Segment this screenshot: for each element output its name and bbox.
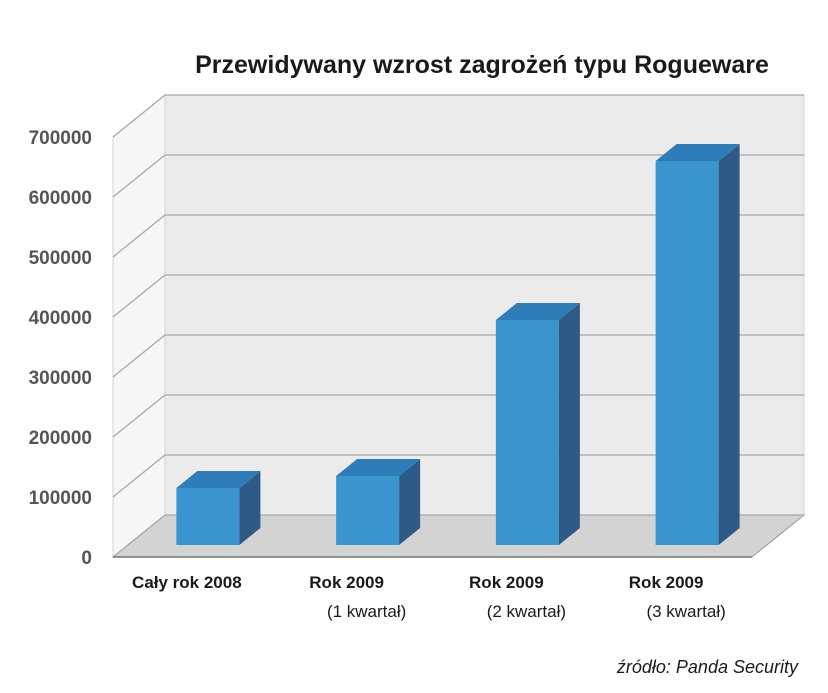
bar [655, 161, 719, 545]
bar-top [176, 471, 261, 488]
bar-side [399, 459, 421, 545]
bar-top [655, 144, 740, 161]
x-category-label: Rok 2009 [469, 573, 544, 592]
y-tick-label: 300000 [29, 368, 92, 389]
bar-side [558, 303, 580, 545]
y-tick-label: 100000 [29, 488, 92, 509]
y-tick-label: 700000 [29, 128, 92, 149]
bar [495, 320, 559, 545]
bar-side [718, 144, 740, 545]
bar [176, 488, 240, 545]
gridline [112, 94, 804, 138]
gridline [112, 334, 804, 378]
gridline [112, 214, 804, 258]
chart-title: Przewidywany wzrost zagrożeń typu Roguew… [195, 51, 769, 79]
source-note: źródło: Panda Security [616, 657, 798, 677]
plot-area: 0 100000 200000 300000 400000 500000 600000 700… [29, 93, 806, 621]
x-category-label: Cały rok 2008 [132, 573, 242, 592]
bar [336, 476, 400, 545]
bar-side [239, 471, 261, 545]
y-tick-label: 400000 [29, 308, 92, 329]
gridline [112, 394, 804, 438]
x-category-sublabel: (3 kwartał) [646, 602, 725, 621]
y-tick-label: 500000 [29, 248, 92, 269]
y-tick-label: 600000 [29, 188, 92, 209]
gridline [112, 274, 804, 318]
gridline [112, 454, 804, 498]
x-category-sublabel: (1 kwartał) [327, 602, 406, 621]
bar-top [336, 459, 421, 476]
gridline [112, 154, 804, 198]
y-tick-label: 0 [81, 548, 92, 569]
x-category-label: Rok 2009 [309, 573, 384, 592]
x-category-label: Rok 2009 [629, 573, 704, 592]
side-wall [112, 93, 166, 559]
x-category-sublabel: (2 kwartał) [487, 602, 566, 621]
bar-top [495, 303, 580, 320]
y-tick-label: 200000 [29, 428, 92, 449]
